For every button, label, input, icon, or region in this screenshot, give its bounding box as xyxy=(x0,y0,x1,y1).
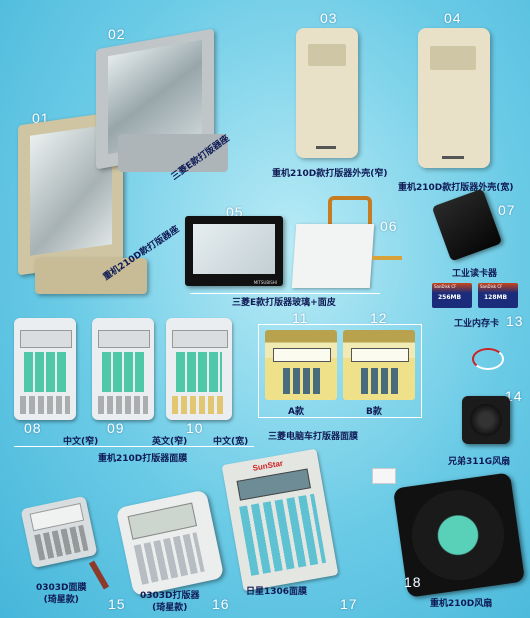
card-1-brand: SanDisk CF xyxy=(434,284,457,289)
item-09-membrane xyxy=(92,318,154,420)
item-08-membrane xyxy=(14,318,76,420)
item-15-membrane xyxy=(20,495,98,569)
item-07-caption: 工业读卡器 xyxy=(452,269,498,279)
divider-juki xyxy=(14,446,254,447)
membrane-keys xyxy=(34,524,89,561)
item-07-card-reader xyxy=(431,188,503,262)
membrane-screen xyxy=(351,348,409,362)
item-08-number: 08 xyxy=(24,420,42,436)
item-15-number: 15 xyxy=(108,596,126,612)
item-13-card-2: SanDisk CF 128MB xyxy=(478,283,518,308)
membrane-keys xyxy=(239,493,327,576)
membrane-keys xyxy=(283,368,323,394)
item-14-fan xyxy=(462,396,510,444)
membrane-keys xyxy=(176,352,222,392)
mitsubishi-frame xyxy=(258,324,422,418)
membrane-keys xyxy=(361,368,401,394)
item-02-stand xyxy=(88,28,238,179)
item-11-number: 11 xyxy=(292,310,309,326)
item-04-caption: 重机210D款打版器外壳(宽) xyxy=(398,183,514,193)
card-1-capacity: 256MB xyxy=(438,294,462,301)
mitsubishi-group-caption: 三菱电脑车打版器面膜 xyxy=(268,432,359,442)
item-05-caption: 三菱E款打版器玻璃+面皮 xyxy=(232,298,336,308)
membrane-keys-lower xyxy=(172,396,226,414)
panel-glass xyxy=(291,224,375,288)
membrane-keys xyxy=(24,352,66,392)
stand-base xyxy=(118,134,228,172)
item-06-touch-panel xyxy=(290,196,410,294)
mitsubishi-logo: MITSUBISHI xyxy=(253,280,277,285)
item-01-stand xyxy=(10,110,150,298)
item-15-caption: 0303D面膜 (琦星款) xyxy=(36,583,87,605)
item-12-number: 12 xyxy=(370,310,388,326)
item-17-membrane: SunStar xyxy=(221,448,339,592)
item-09-number: 09 xyxy=(107,420,125,436)
item-18-caption: 重机210D风扇 xyxy=(430,599,493,609)
item-05-glass: MITSUBISHI xyxy=(185,216,283,286)
item-14-caption: 兄弟311G风扇 xyxy=(448,457,511,467)
item-03-housing xyxy=(296,28,358,158)
item-14-connector xyxy=(472,348,504,370)
item-10-membrane xyxy=(166,318,232,420)
item-13-card-1: SanDisk CF 256MB xyxy=(432,283,472,308)
flex-cable xyxy=(328,196,372,232)
device-keys xyxy=(133,532,205,585)
membrane-keys xyxy=(102,352,144,392)
item-13-caption: 工业内存卡 xyxy=(454,319,500,329)
item-17-caption: 日星1306面膜 xyxy=(246,587,308,597)
membrane-screen xyxy=(98,330,150,348)
divider-05 xyxy=(190,293,380,294)
item-16-caption: 0303D打版器 (琦星款) xyxy=(140,591,200,613)
housing-window xyxy=(430,46,476,70)
fan-blades xyxy=(406,484,510,587)
item-08-caption: 中文(窄) xyxy=(63,437,99,447)
item-04-number: 04 xyxy=(444,10,462,26)
item-18-number: 18 xyxy=(404,574,422,590)
item-17-number: 17 xyxy=(340,596,358,612)
item-12-caption: B款 xyxy=(366,407,382,417)
item-10-number: 10 xyxy=(186,420,204,436)
membrane-screen xyxy=(273,348,331,362)
item-11-caption: A款 xyxy=(288,407,304,417)
item-10-caption: 中文(宽) xyxy=(213,437,249,447)
item-04-housing xyxy=(418,28,490,168)
item-12-membrane xyxy=(343,330,415,400)
item-13-number: 13 xyxy=(506,313,524,329)
stand-base xyxy=(35,258,147,294)
item-15-tail xyxy=(88,560,110,590)
item-18-connector xyxy=(372,468,396,484)
membrane-screen xyxy=(172,330,228,348)
juki-group-caption: 重机210D打版器面膜 xyxy=(98,454,188,464)
housing-slot xyxy=(442,156,464,159)
fan-hub xyxy=(470,404,502,436)
membrane-keys-lower xyxy=(20,396,70,414)
sunstar-logo: SunStar xyxy=(251,458,284,473)
item-06-number: 06 xyxy=(380,218,398,234)
item-03-number: 03 xyxy=(320,10,338,26)
membrane-screen xyxy=(20,330,72,348)
item-07-number: 07 xyxy=(498,202,516,218)
item-16-device xyxy=(115,489,225,597)
card-2-brand: SanDisk CF xyxy=(480,284,503,289)
housing-slot xyxy=(316,146,336,149)
item-11-membrane xyxy=(265,330,337,400)
item-02-number: 02 xyxy=(108,26,126,42)
item-03-caption: 重机210D款打版器外壳(窄) xyxy=(272,169,388,179)
item-09-caption: 英文(窄) xyxy=(152,437,188,447)
membrane-keys-lower xyxy=(98,396,148,414)
panel-tail xyxy=(372,256,402,260)
housing-window xyxy=(308,44,346,66)
item-16-number: 16 xyxy=(212,596,230,612)
glass-screen xyxy=(193,224,275,274)
card-2-capacity: 128MB xyxy=(484,294,508,301)
